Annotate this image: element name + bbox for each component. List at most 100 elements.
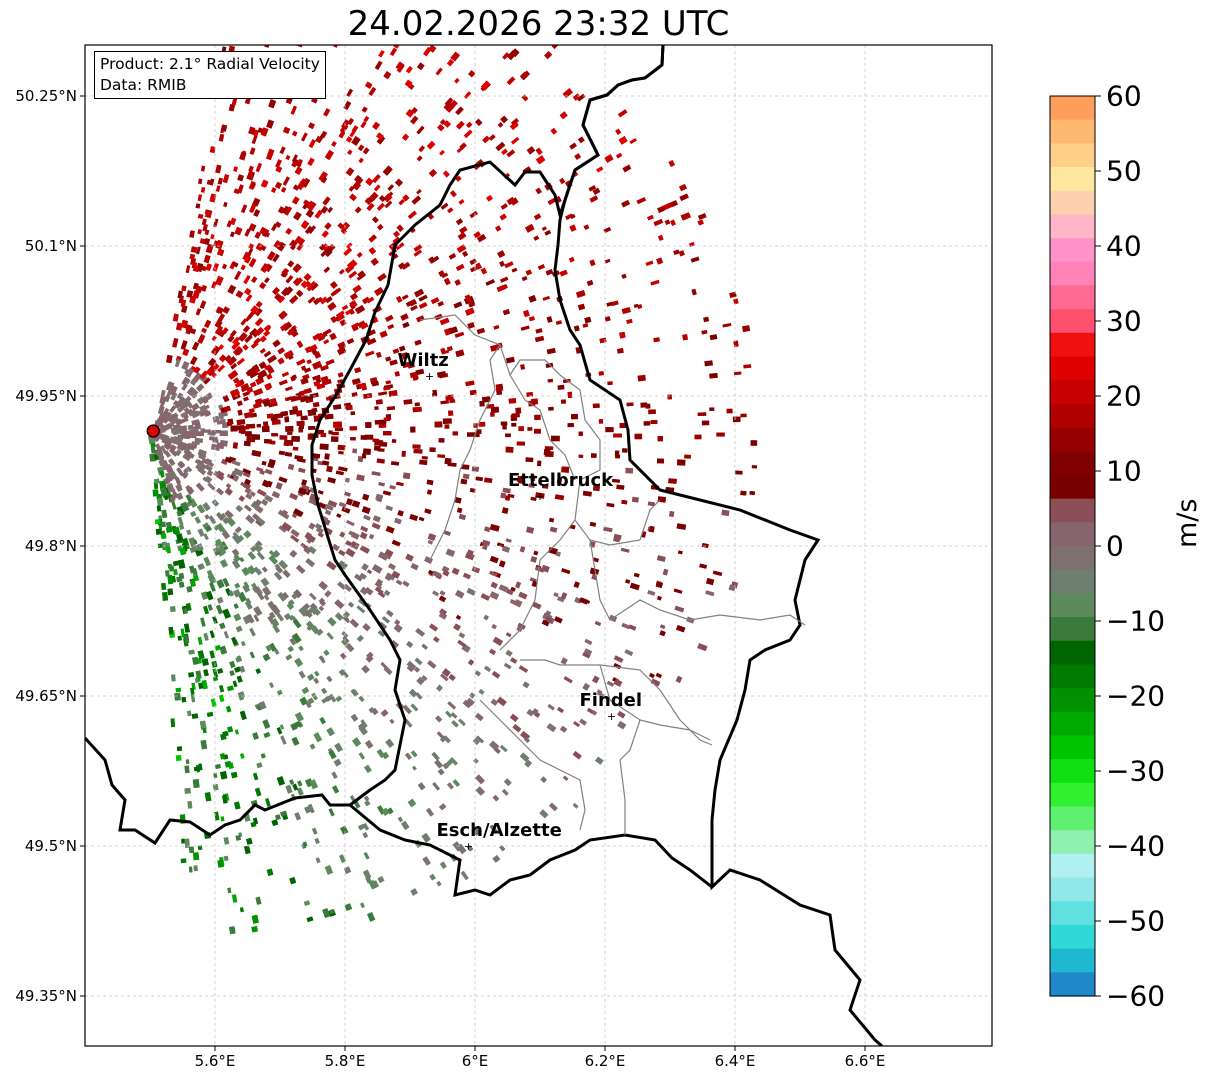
velocity-echo-pixel — [156, 498, 164, 507]
velocity-echo-pixel — [414, 402, 420, 407]
velocity-echo-pixel — [308, 522, 316, 530]
velocity-echo-pixel — [177, 559, 186, 569]
velocity-echo-pixel — [233, 613, 242, 622]
velocity-echo-pixel — [544, 229, 552, 236]
velocity-echo-pixel — [372, 174, 381, 183]
velocity-echo-pixel — [267, 462, 275, 469]
velocity-echo-pixel — [242, 325, 251, 333]
velocity-echo-pixel — [338, 501, 347, 508]
velocity-echo-pixel — [334, 612, 344, 621]
velocity-echo-pixel — [389, 485, 396, 490]
velocity-echo-pixel — [413, 249, 422, 257]
velocity-echo-pixel — [190, 402, 200, 412]
velocity-echo-pixel — [374, 60, 383, 71]
velocity-echo-pixel — [156, 417, 165, 425]
velocity-echo-pixel — [168, 565, 175, 572]
velocity-echo-pixel — [396, 481, 404, 487]
velocity-echo-pixel — [505, 632, 512, 638]
velocity-echo-pixel — [375, 399, 383, 405]
velocity-echo-pixel — [204, 525, 212, 533]
velocity-echo-pixel — [222, 795, 228, 804]
velocity-echo-pixel — [338, 450, 344, 455]
velocity-echo-pixel — [303, 273, 312, 282]
lat-tick-label: 49.35°N — [15, 987, 77, 1005]
velocity-echo-pixel — [292, 263, 302, 273]
colorbar-segment — [1050, 285, 1095, 310]
velocity-echo-pixel — [249, 627, 256, 637]
velocity-echo-pixel — [510, 136, 520, 145]
velocity-echo-pixel — [377, 629, 386, 638]
velocity-echo-pixel — [338, 854, 346, 863]
velocity-echo-pixel — [426, 479, 434, 486]
velocity-echo-pixel — [295, 410, 303, 417]
velocity-echo-pixel — [217, 248, 225, 257]
velocity-echo-pixel — [312, 401, 320, 408]
velocity-echo-pixel — [308, 139, 316, 148]
velocity-echo-pixel — [276, 726, 283, 735]
velocity-echo-pixel — [360, 435, 367, 440]
velocity-echo-pixel — [518, 591, 528, 600]
velocity-echo-pixel — [171, 501, 177, 510]
velocity-echo-pixel — [435, 67, 443, 76]
velocity-echo-pixel — [546, 347, 556, 355]
velocity-echo-pixel — [363, 795, 370, 802]
velocity-echo-pixel — [411, 765, 417, 771]
velocity-echo-pixel — [302, 374, 310, 381]
velocity-echo-pixel — [324, 149, 334, 161]
velocity-echo-pixel — [649, 525, 655, 533]
velocity-echo-pixel — [210, 698, 217, 708]
velocity-echo-pixel — [172, 313, 179, 322]
radar-site-marker[interactable] — [146, 424, 160, 438]
velocity-echo-pixel — [673, 588, 683, 594]
velocity-echo-pixel — [247, 565, 257, 575]
velocity-echo-pixel — [499, 213, 507, 221]
velocity-echo-pixel — [471, 566, 481, 574]
velocity-echo-pixel — [588, 185, 597, 192]
velocity-echo-pixel — [283, 350, 294, 359]
velocity-echo-pixel — [272, 286, 280, 295]
velocity-echo-pixel — [655, 672, 663, 679]
velocity-echo-pixel — [291, 736, 300, 746]
velocity-echo-pixel — [376, 135, 386, 145]
velocity-echo-pixel — [301, 177, 311, 188]
velocity-echo-pixel — [619, 331, 626, 339]
velocity-echo-pixel — [259, 347, 266, 354]
velocity-echo-pixel — [194, 516, 201, 524]
velocity-echo-pixel — [620, 547, 630, 553]
velocity-echo-pixel — [352, 737, 362, 747]
colorbar-segment — [1050, 119, 1095, 144]
velocity-echo-pixel — [429, 873, 436, 881]
velocity-echo-pixel — [475, 774, 485, 785]
velocity-echo-pixel — [360, 322, 369, 330]
velocity-echo-pixel — [319, 655, 325, 662]
velocity-echo-pixel — [583, 224, 590, 230]
velocity-echo-pixel — [592, 557, 599, 563]
velocity-echo-pixel — [326, 727, 335, 737]
velocity-echo-pixel — [266, 413, 274, 419]
velocity-echo-pixel — [176, 492, 184, 501]
velocity-echo-pixel — [509, 657, 518, 664]
velocity-echo-pixel — [180, 340, 188, 350]
velocity-echo-pixel — [191, 341, 200, 351]
velocity-echo-pixel — [199, 720, 207, 730]
velocity-echo-pixel — [335, 470, 344, 476]
velocity-echo-pixel — [401, 450, 406, 457]
velocity-echo-pixel — [340, 227, 348, 235]
velocity-echo-pixel — [625, 579, 631, 584]
velocity-echo-pixel — [218, 133, 225, 142]
velocity-echo-pixel — [241, 566, 251, 577]
velocity-echo-pixel — [733, 371, 742, 376]
velocity-echo-pixel — [496, 390, 503, 395]
velocity-echo-pixel — [572, 751, 582, 760]
velocity-echo-pixel — [576, 290, 586, 298]
velocity-echo-pixel — [292, 446, 299, 451]
velocity-echo-pixel — [194, 678, 199, 683]
velocity-echo-pixel — [267, 354, 278, 364]
velocity-echo-pixel — [175, 483, 183, 493]
velocity-echo-pixel — [318, 133, 325, 141]
velocity-echo-pixel — [449, 757, 458, 766]
velocity-echo-pixel — [160, 521, 166, 528]
velocity-echo-pixel — [277, 347, 285, 355]
velocity-echo-pixel — [289, 779, 295, 785]
